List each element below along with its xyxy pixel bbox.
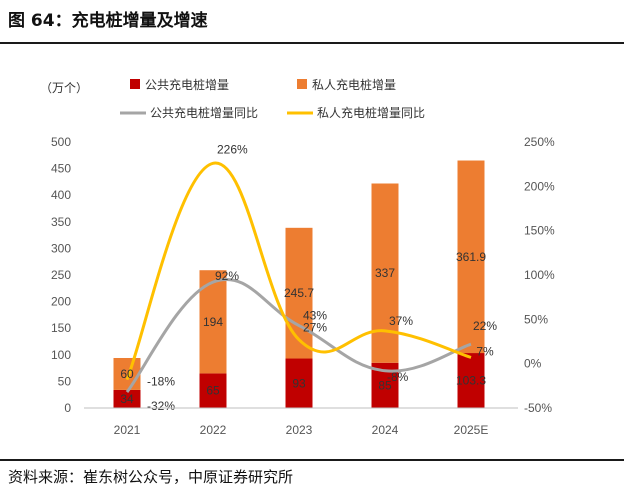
x-axis: 2021 2022 2023 2024 2025E <box>114 423 489 437</box>
y-tick-label-left: 450 <box>51 162 71 176</box>
x-tick-label: 2022 <box>200 423 227 437</box>
bar-label-public: 34 <box>120 392 134 406</box>
bottom-divider <box>0 459 624 461</box>
y-tick-label-left: 400 <box>51 188 71 202</box>
top-divider <box>0 42 624 44</box>
bar-label-public: 103.3 <box>456 374 486 388</box>
line-private-yoy <box>125 161 472 381</box>
bar-label-private: 245.7 <box>284 286 314 300</box>
line-label-private-yoy: 7% <box>476 344 494 358</box>
bar-label-private: 337 <box>375 266 395 280</box>
line-label-public-yoy: 43% <box>303 309 327 323</box>
legend-swatch <box>130 79 140 89</box>
source-note: 资料来源：崔东树公众号，中原证券研究所 <box>8 468 294 486</box>
x-tick-label: 2021 <box>114 423 141 437</box>
bar-label-private: 361.9 <box>456 250 486 264</box>
line-label-public-yoy: 92% <box>215 269 239 283</box>
bar-label-public: 85 <box>378 378 392 392</box>
legend-label: 公共充电桩增量同比 <box>150 105 258 120</box>
line-label-private-yoy: 37% <box>389 314 413 328</box>
page-title: 图 64：充电桩增量及增速 <box>8 11 208 31</box>
y-axis-unit-label: （万个） <box>40 81 88 95</box>
bar-public <box>457 353 485 408</box>
bars <box>113 160 485 408</box>
bar-public <box>113 389 141 408</box>
bar-label-private: 194 <box>203 315 223 329</box>
y-tick-label-right: 200% <box>524 179 555 193</box>
y-tick-label-left: 150 <box>51 321 71 335</box>
y-tick-label-left: 100 <box>51 348 71 362</box>
x-tick-label: 2023 <box>286 423 313 437</box>
bar-private <box>113 357 141 390</box>
y-tick-label-left: 300 <box>51 241 71 255</box>
y-tick-label-right: 100% <box>524 268 555 282</box>
x-tick-label: 2025E <box>454 423 489 437</box>
line-public-yoy <box>125 278 472 393</box>
line-label-public-yoy: -32% <box>147 399 175 413</box>
line-label-public-yoy: 22% <box>473 319 497 333</box>
y-tick-label-right: 150% <box>524 224 555 238</box>
y-axis-left: 0 50 100 150 200 250 300 350 400 450 500 <box>51 135 71 415</box>
legend-label: 公共充电桩增量 <box>145 77 229 92</box>
y-tick-label-right: -50% <box>524 401 552 415</box>
y-tick-label-left: 350 <box>51 215 71 229</box>
bar-private <box>457 160 485 354</box>
bar-public <box>199 373 227 408</box>
y-tick-label-left: 250 <box>51 268 71 282</box>
y-tick-label-right: 50% <box>524 312 548 326</box>
y-axis-right: -50% 0% 50% 100% 150% 200% 250% <box>524 135 555 415</box>
y-tick-label-left: 50 <box>58 374 72 388</box>
legend-label: 私人充电桩增量同比 <box>317 105 425 120</box>
lines <box>125 161 472 393</box>
line-label-private-yoy: -18% <box>147 375 175 389</box>
data-labels: 34 60 65 194 93 245.7 85 337 103.3 361.9 -32% 92% 43… <box>120 142 497 413</box>
legend-label: 私人充电桩增量 <box>312 77 396 92</box>
bar-private <box>285 227 313 359</box>
x-tick-label: 2024 <box>372 423 399 437</box>
y-tick-label-left: 0 <box>64 401 71 415</box>
bar-label-private: 60 <box>120 367 134 381</box>
y-tick-label-left: 200 <box>51 295 71 309</box>
bar-label-public: 93 <box>292 376 306 390</box>
legend-swatch <box>297 79 307 89</box>
y-tick-label-left: 500 <box>51 135 71 149</box>
y-tick-label-right: 0% <box>524 357 542 371</box>
line-label-private-yoy: 226% <box>217 142 248 156</box>
line-label-private-yoy: 27% <box>303 321 327 335</box>
bar-label-public: 65 <box>206 384 220 398</box>
line-label-public-yoy: -8% <box>387 370 409 384</box>
bar-public <box>285 358 313 408</box>
y-tick-label-right: 250% <box>524 135 555 149</box>
